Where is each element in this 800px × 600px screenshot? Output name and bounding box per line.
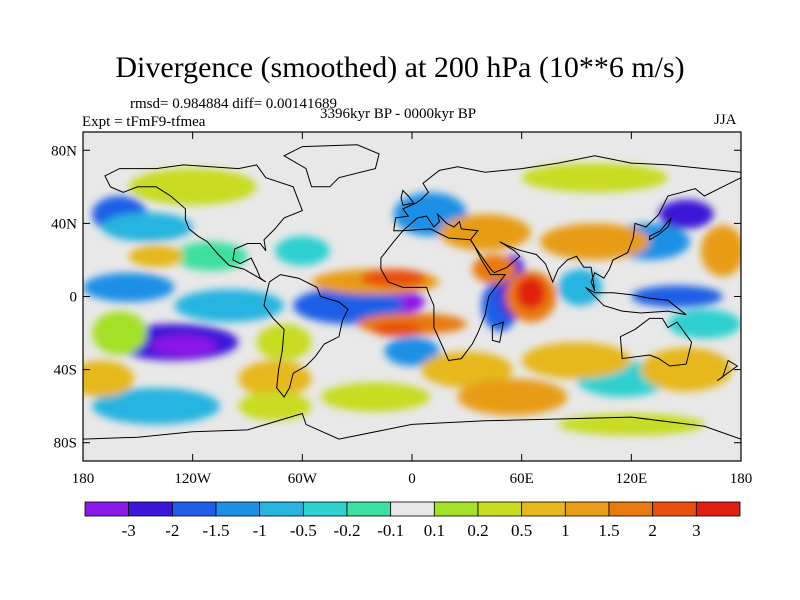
colorbar-label: -0.5: [290, 521, 317, 540]
coastline-south-america: [263, 274, 349, 398]
field-region: [472, 254, 517, 284]
field-region: [457, 378, 568, 416]
colorbar: -3 -2 -1.5 -1 -0.5 -0.2 -0.1 0.1 0.2 0.5 1 1.5 2 3: [84, 501, 741, 540]
lat-label: 80N: [51, 143, 77, 159]
colorbar-swatch: [564, 501, 610, 517]
colorbar-label: 0.5: [511, 521, 532, 540]
field-region: [516, 276, 546, 310]
field-region: [83, 360, 135, 398]
lon-label: 60E: [510, 471, 534, 487]
lon-label: 180: [72, 471, 95, 487]
lat-label: 40S: [54, 363, 77, 379]
coastline-australia: [619, 317, 693, 367]
colorbar-swatch: [695, 501, 741, 517]
coastline-north-america: [104, 164, 303, 283]
field-region: [521, 163, 668, 193]
coastline-eurasia: [393, 155, 741, 292]
field-region: [360, 269, 427, 288]
colorbar-swatch: [390, 501, 435, 517]
field-region: [320, 382, 431, 412]
colorbar-swatch: [302, 501, 348, 517]
colorbar-label: 0.1: [424, 521, 445, 540]
field-region: [421, 351, 513, 388]
colorbar-swatch: [608, 501, 654, 517]
field-region: [558, 413, 705, 436]
coastline-indonesia: [585, 286, 687, 316]
colorbar-swatch: [84, 501, 130, 517]
colorbar-label: 1: [561, 521, 570, 540]
field-region: [150, 334, 217, 357]
lat-label: 0: [70, 290, 78, 306]
field-region: [640, 347, 732, 392]
field-region: [238, 391, 312, 421]
colorbar-label: -1: [253, 521, 267, 540]
field-region: [384, 336, 440, 366]
colorbar-swatch: [521, 501, 566, 517]
coastline-greenland: [283, 144, 380, 188]
colorbar-label: -0.2: [334, 521, 361, 540]
field-region: [439, 214, 531, 251]
experiment-text: Expt = tFmF9-tfmea: [82, 114, 206, 130]
colorbar-label: -3: [122, 521, 136, 540]
field-region: [256, 323, 312, 361]
lat-label: 40N: [51, 216, 77, 232]
colorbar-swatch: [433, 501, 479, 517]
axis-ticks: 80N 40N 0 40S 80S 180 120W 60W 0 60E 120E 180: [51, 132, 752, 487]
field-region: [658, 199, 714, 229]
field-region: [371, 322, 423, 337]
field-region: [101, 212, 193, 242]
lon-label: 0: [408, 471, 416, 487]
field-region: [92, 311, 147, 355]
coastline-madagascar: [491, 321, 505, 343]
coastline-new-zealand: [716, 359, 739, 382]
map-title: Divergence (smoothed) at 200 hPa (10**6 …: [115, 51, 685, 84]
field-region: [128, 168, 257, 206]
field-region: [128, 245, 184, 268]
field-region: [631, 285, 723, 308]
field-region: [238, 360, 312, 398]
field-region: [274, 236, 330, 266]
field-region: [83, 272, 175, 302]
colorbar-swatch: [259, 501, 304, 517]
lon-label: 120W: [174, 471, 212, 487]
coastline-antarctica: [83, 412, 741, 440]
field-region: [558, 269, 603, 306]
field-region: [667, 309, 741, 339]
colorbar-swatch: [652, 501, 697, 517]
season-text: JJA: [714, 112, 737, 128]
colorbar-swatch: [215, 501, 261, 517]
coastline-africa: [380, 228, 507, 362]
lat-label: 80S: [54, 436, 77, 452]
stats-text: rmsd= 0.984884 diff= 0.00141689: [130, 96, 338, 112]
colorbar-swatch: [346, 501, 392, 517]
colorbar-label: 1.5: [598, 521, 619, 540]
field-region: [700, 225, 741, 277]
field-region: [521, 342, 632, 379]
period-text: 3396kyr BP - 0000kyr BP: [320, 106, 477, 122]
colorbar-swatch: [128, 501, 173, 517]
field-region: [174, 241, 248, 271]
coastlines: [83, 144, 741, 440]
divergence-field: [83, 163, 741, 436]
colorbar-label: 0.2: [467, 521, 488, 540]
lon-label: 180: [730, 471, 753, 487]
colorbar-label: 3: [692, 521, 701, 540]
colorbar-label: 2: [648, 521, 657, 540]
field-region: [92, 387, 221, 425]
field-region: [539, 223, 650, 260]
lon-label: 120E: [615, 471, 647, 487]
lon-label: 60W: [288, 471, 318, 487]
colorbar-label: -2: [165, 521, 179, 540]
colorbar-label: -1.5: [203, 521, 230, 540]
colorbar-swatch: [171, 501, 217, 517]
colorbar-swatch: [477, 501, 523, 517]
coastline-uk: [400, 189, 415, 206]
coastline-japan: [649, 217, 672, 241]
colorbar-label: -0.1: [377, 521, 404, 540]
field-region: [174, 289, 285, 323]
